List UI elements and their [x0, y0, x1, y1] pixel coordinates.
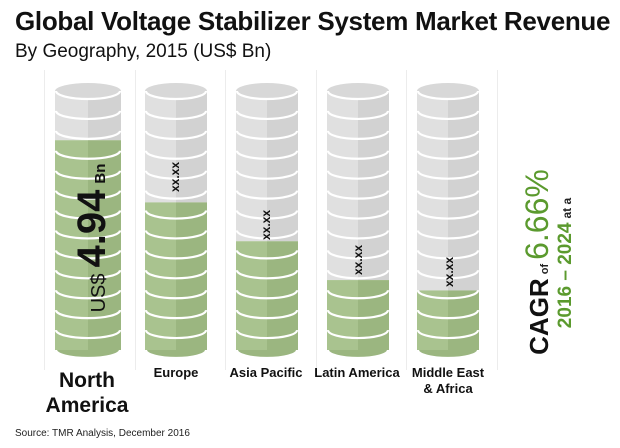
value-unit: Bn — [92, 163, 109, 184]
column-divider — [497, 70, 498, 370]
value-number: 4.94 — [70, 189, 114, 268]
column-divider — [316, 70, 317, 370]
category-label-europe: Europe — [153, 365, 199, 380]
bar-value-label-europe: xx.xx — [168, 161, 182, 193]
column-divider — [44, 70, 45, 370]
bar-value-label-north-america: US$ 4.94 Bn — [70, 158, 114, 318]
column-divider — [225, 70, 226, 370]
chart-title: Global Voltage Stabilizer System Market … — [15, 6, 611, 36]
category-label-north-america: North America — [45, 369, 129, 418]
chart-subtitle: By Geography, 2015 (US$ Bn) — [15, 41, 272, 62]
column-divider — [406, 70, 407, 370]
bar-value-label-middle-east-africa: xx.xx — [442, 256, 456, 288]
source-note: Source: TMR Analysis, December 2016 — [15, 428, 190, 439]
bar-value-label-latin-america: xx.xx — [351, 244, 365, 276]
category-label-latin-america: Latin America — [314, 365, 400, 380]
column-divider — [135, 70, 136, 370]
cagr-value-line: CAGR of 6.66% — [519, 169, 555, 355]
cylinder-bar-middle-east-africa — [417, 83, 479, 361]
category-label-middle-east-africa: Middle East & Africa — [411, 365, 485, 396]
cylinder-bar-europe — [145, 83, 207, 361]
cylinder-bar-north-america — [55, 83, 121, 361]
cylinder-bar-asia-pacific — [236, 83, 298, 361]
cagr-annotation: 2016 – 2024 at a CAGR of 6.66% — [519, 169, 620, 370]
category-label-asia-pacific: Asia Pacific — [229, 365, 303, 380]
bar-value-label-asia-pacific: xx.xx — [259, 209, 273, 241]
cylinder-bar-latin-america — [327, 83, 389, 361]
value-prefix: US$ — [88, 273, 110, 313]
